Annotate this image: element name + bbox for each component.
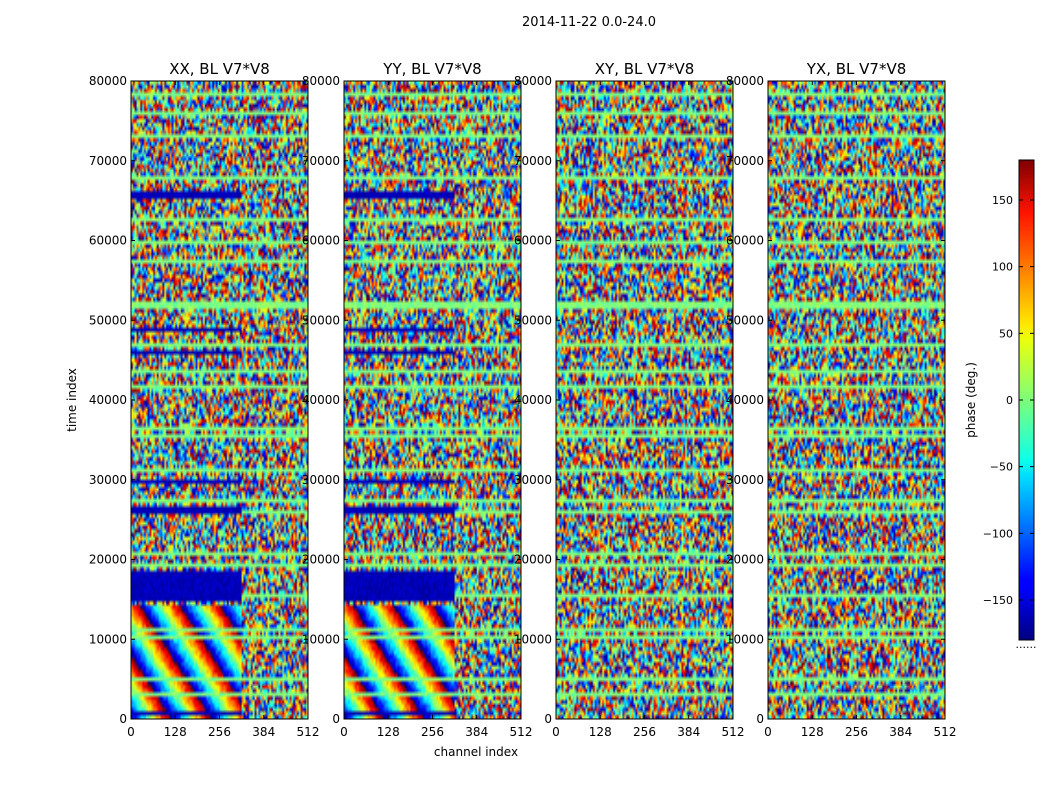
y-tick-label: 40000 — [89, 393, 127, 407]
panel-xy: XY, BL V7*V8 0 128 256 384 512 0 10000 20000 3000… — [514, 60, 745, 739]
y-tick-label: 50000 — [89, 313, 127, 327]
colorbar: 150 100 50 0 −50 −100 −150 phase (deg.) ...... — [964, 159, 1037, 651]
y-tick-label: 10000 — [726, 632, 764, 646]
y-tick-label: 30000 — [89, 473, 127, 487]
y-tick-label: 10000 — [89, 632, 127, 646]
y-tick-label: 20000 — [89, 553, 127, 567]
panel-yx: YX, BL V7*V8 0 128 256 384 512 0 10000 20000 3000… — [726, 60, 957, 739]
x-tick-label: 512 — [297, 725, 320, 739]
y-tick-label: 0 — [544, 712, 552, 726]
x-tick-label: 512 — [934, 725, 957, 739]
x-tick-label: 256 — [633, 725, 656, 739]
colorbar-tick-label: 50 — [999, 327, 1013, 340]
y-tick-label: 40000 — [514, 393, 552, 407]
heatmap-image — [131, 81, 308, 719]
y-tick-label: 0 — [332, 712, 340, 726]
x-tick-label: 128 — [377, 725, 400, 739]
panels: XX, BL V7*V8 0 128 256 384 512 0 10000 20000 3000… — [89, 60, 957, 739]
y-tick-label: 60000 — [89, 234, 127, 248]
x-tick-label: 0 — [127, 725, 135, 739]
x-tick-label: 0 — [340, 725, 348, 739]
x-tick-label: 128 — [801, 725, 824, 739]
y-tick-label: 60000 — [302, 234, 340, 248]
panel-xx: XX, BL V7*V8 0 128 256 384 512 0 10000 20000 3000… — [89, 60, 320, 739]
x-tick-label: 0 — [764, 725, 772, 739]
colorbar-label: phase (deg.) — [964, 362, 978, 438]
panel-title: YX, BL V7*V8 — [806, 60, 907, 78]
figure-suptitle: 2014-11-22 0.0-24.0 — [522, 15, 656, 30]
x-tick-label: 512 — [510, 725, 533, 739]
x-tick-label: 0 — [552, 725, 560, 739]
x-tick-label: 384 — [889, 725, 912, 739]
colorbar-tick-label: −100 — [983, 527, 1013, 540]
y-tick-label: 30000 — [726, 473, 764, 487]
y-tick-label: 30000 — [302, 473, 340, 487]
y-tick-label: 50000 — [302, 313, 340, 327]
y-tick-label: 60000 — [726, 234, 764, 248]
heatmap-image — [556, 81, 733, 719]
panel-title: YY, BL V7*V8 — [382, 60, 481, 78]
y-tick-label: 20000 — [514, 553, 552, 567]
y-tick-label: 30000 — [514, 473, 552, 487]
x-tick-label: 384 — [252, 725, 275, 739]
x-tick-label: 512 — [722, 725, 745, 739]
x-tick-label: 256 — [845, 725, 868, 739]
x-tick-label: 256 — [208, 725, 231, 739]
colorbar-tick-label: 0 — [1006, 394, 1013, 407]
y-tick-label: 70000 — [89, 154, 127, 168]
y-tick-label: 70000 — [726, 154, 764, 168]
x-tick-label: 256 — [421, 725, 444, 739]
colorbar-tick-label: −150 — [983, 594, 1013, 607]
panel-title: XX, BL V7*V8 — [169, 60, 270, 78]
y-tick-label: 0 — [119, 712, 127, 726]
y-axis-label: time index — [65, 368, 79, 432]
y-tick-label: 50000 — [514, 313, 552, 327]
y-tick-label: 40000 — [302, 393, 340, 407]
y-tick-label: 80000 — [89, 74, 127, 88]
y-tick-label: 70000 — [514, 154, 552, 168]
y-tick-label: 20000 — [726, 553, 764, 567]
x-tick-label: 128 — [589, 725, 612, 739]
colorbar-tick-label: −50 — [990, 461, 1013, 474]
y-tick-label: 80000 — [514, 74, 552, 88]
y-tick-label: 0 — [756, 712, 764, 726]
y-tick-label: 60000 — [514, 234, 552, 248]
colorbar-tick-label: 150 — [992, 194, 1013, 207]
y-tick-label: 50000 — [726, 313, 764, 327]
colorbar-tick-label: 100 — [992, 261, 1013, 274]
x-tick-label: 128 — [164, 725, 187, 739]
x-axis-label: channel index — [434, 745, 518, 759]
panel-yy: YY, BL V7*V8 0 128 256 384 512 0 10000 20000 3000… — [302, 60, 533, 739]
x-tick-label: 384 — [465, 725, 488, 739]
y-tick-label: 10000 — [514, 632, 552, 646]
panel-title: XY, BL V7*V8 — [595, 60, 695, 78]
heatmap-image — [768, 81, 945, 719]
x-tick-label: 384 — [677, 725, 700, 739]
y-tick-label: 70000 — [302, 154, 340, 168]
y-tick-label: 80000 — [726, 74, 764, 88]
colorbar-ticks: 150 100 50 0 −50 −100 −150 — [983, 194, 1034, 607]
colorbar-dots: ...... — [1016, 638, 1037, 651]
y-tick-label: 80000 — [302, 74, 340, 88]
y-tick-label: 10000 — [302, 632, 340, 646]
heatmap-image — [344, 81, 521, 719]
y-tick-label: 20000 — [302, 553, 340, 567]
y-tick-label: 40000 — [726, 393, 764, 407]
